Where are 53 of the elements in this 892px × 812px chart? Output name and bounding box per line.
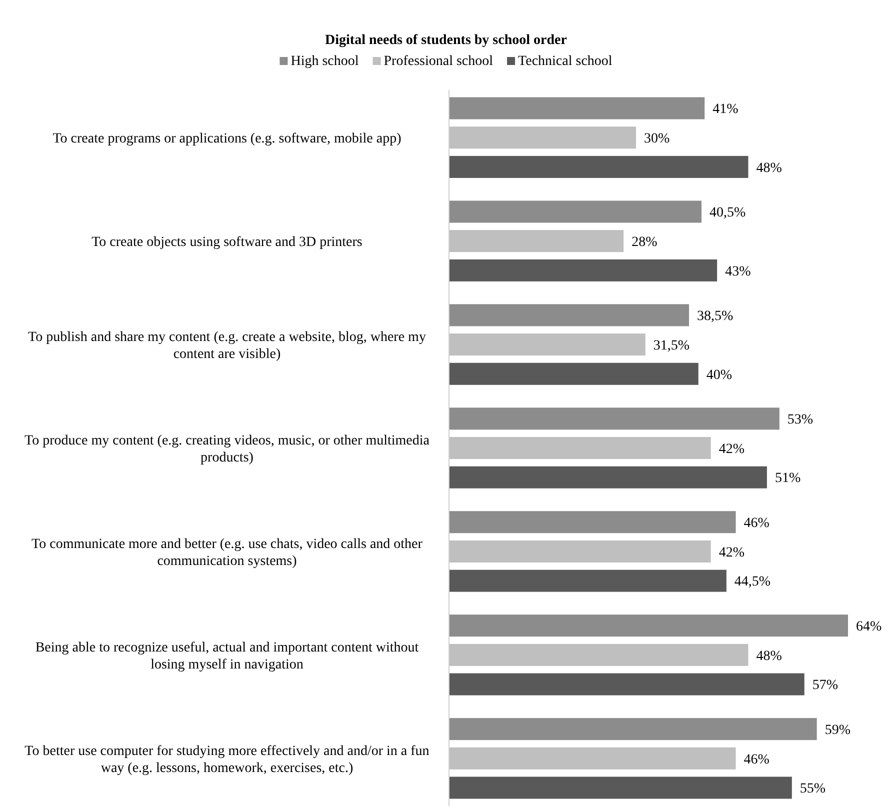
bar [449,230,624,252]
data-label: 44,5% [734,574,771,590]
bar [449,540,711,562]
data-label: 41% [712,102,739,118]
legend-label: High school [290,54,359,69]
data-label: 48% [756,648,782,664]
data-label: 46% [744,752,770,768]
y-tick-label: Being able to recognize useful, actual and important content without losing myself in navigation [35,640,419,672]
bar [449,436,711,460]
bar [449,511,736,534]
bar [449,200,702,223]
data-label: 43% [725,264,752,280]
data-label: 30% [644,131,670,146]
bar [449,644,748,666]
data-label: 46% [744,516,770,532]
data-label: 57% [812,678,838,694]
bar [449,466,767,488]
data-label: 42% [718,442,745,457]
data-label: 42% [718,545,745,560]
legend-label: Professional school [384,54,494,69]
data-label: 64% [856,619,882,634]
chart-title: Digital needs of students by school order [325,33,567,48]
y-tick-label: To produce my content (e.g. creating videos, music, or other multimedia products) [24,433,430,466]
bar [449,776,792,799]
bar [449,673,804,696]
data-label: 31,5% [653,338,690,354]
bar [449,362,698,385]
data-label: 55% [800,782,826,797]
bar [449,747,736,770]
data-label: 59% [824,722,851,738]
data-label: 28% [632,234,658,250]
bar [449,614,848,637]
data-label: 38,5% [697,309,734,324]
data-label: 48% [756,160,782,176]
legend-label: Technical school [518,54,612,69]
bar [449,718,817,740]
bar [449,97,705,120]
data-label: 51% [774,471,801,486]
data-label: 40,5% [709,206,746,221]
bar [449,304,690,326]
y-tick-label: To better use computer for studying more effectively and and/or in a fun way (e.g. lessons, homework, exercises, etc.) [24,744,430,776]
data-label: 53% [787,412,814,428]
bar [449,408,780,430]
y-tick-label: To create programs or applications (e.g. software, mobile app) [52,131,402,146]
y-tick-label: To create objects using software and 3D printers [92,234,362,250]
bar [449,156,748,178]
bar [449,259,718,282]
bar [449,570,726,592]
bar [449,126,636,149]
y-tick-label: To publish and share my content (e.g. create a website, blog, where my content are visible) [28,330,426,362]
data-label: 40% [706,368,732,383]
y-tick-label: To communicate more and better (e.g. use chats, video calls and other communication systems) [32,536,423,569]
bar [449,334,646,356]
